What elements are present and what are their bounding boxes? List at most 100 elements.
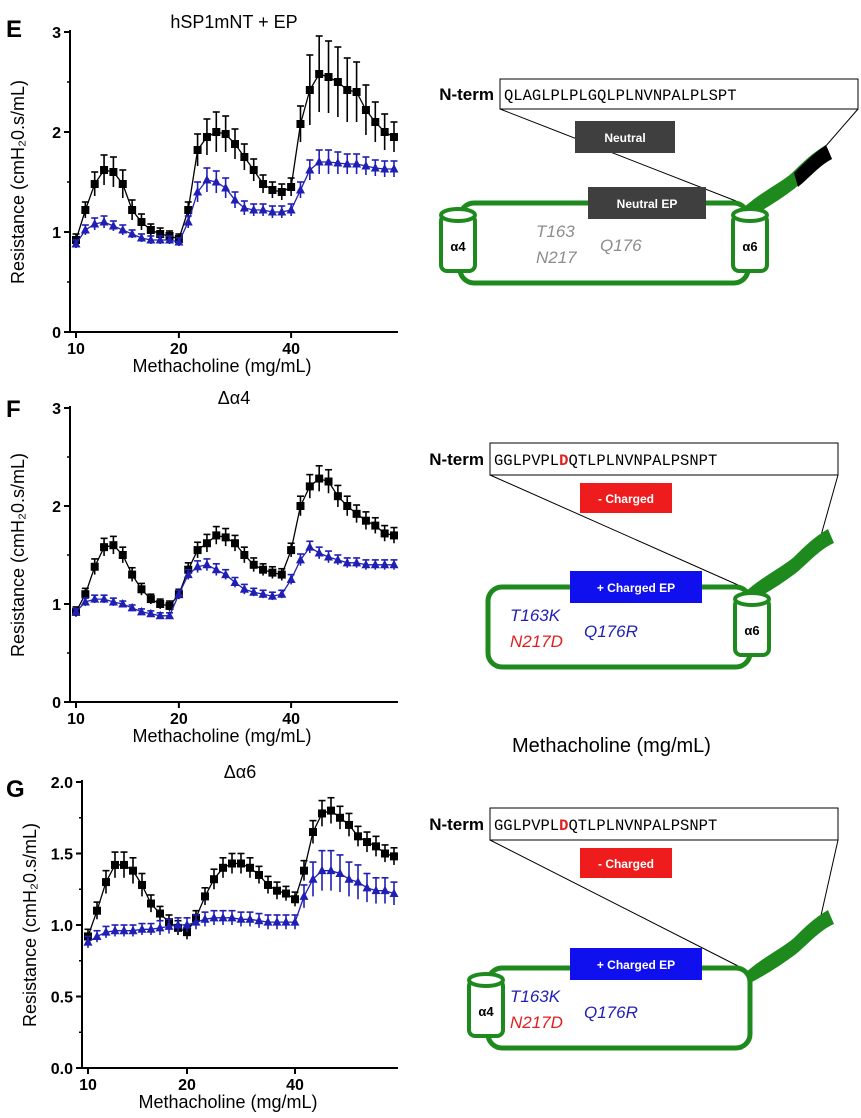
data-point (183, 928, 191, 937)
data-point (81, 590, 90, 599)
sequence-part: QLAGLPLPLGQLPLNVNPALPLSPT (504, 87, 737, 105)
data-point (372, 842, 380, 851)
label-box-text: + Charged EP (597, 581, 675, 595)
data-point (305, 542, 315, 551)
data-point (165, 601, 174, 610)
data-point (71, 239, 81, 248)
data-point (155, 922, 165, 932)
data-point (342, 557, 352, 567)
sequence-part: QTLPLNVNPALPSNPT (568, 452, 717, 470)
data-point (108, 597, 118, 606)
sequence-mutation: D (559, 452, 568, 470)
data-point (380, 128, 389, 136)
data-point (272, 917, 282, 926)
panel-letter: E (6, 16, 23, 43)
sequence-part: GGLPVPL (494, 452, 559, 470)
data-point (282, 889, 290, 898)
data-point (273, 886, 281, 895)
data-point (335, 868, 345, 878)
x-tick-label: 20 (178, 1077, 196, 1094)
data-point (370, 559, 380, 569)
data-point (193, 187, 203, 196)
y-tick-label: 0 (52, 695, 61, 712)
panel-f: F Δα4 0 1 2 3 10 20 40 Methacholine (mg/mL) Resis… (0, 380, 861, 760)
x-tick-label: 40 (286, 1077, 304, 1094)
data-point (174, 589, 184, 598)
funnel-line (819, 474, 839, 540)
data-point (71, 606, 81, 616)
data-point (287, 183, 296, 191)
data-point (371, 521, 380, 530)
data-point (259, 180, 268, 188)
data-point (371, 118, 380, 126)
data-point (120, 860, 128, 869)
data-point (380, 885, 390, 895)
data-point (390, 852, 398, 861)
data-point (230, 577, 240, 586)
data-point (146, 608, 156, 618)
data-point (314, 548, 324, 557)
data-point (83, 937, 93, 946)
data-point (90, 180, 99, 188)
data-point (268, 186, 277, 194)
data-point (201, 892, 209, 901)
data-point (128, 206, 137, 214)
data-point (118, 225, 128, 234)
data-point (277, 207, 287, 216)
data-point (101, 927, 111, 936)
sequence-text: QLAGLPLPLGQLPLNVNPALPLSPT (504, 87, 737, 105)
x-axis-label: Methacholine (mg/mL) (132, 356, 311, 376)
data-point (254, 915, 264, 925)
data-point (221, 569, 231, 579)
helix-label: α6 (744, 623, 759, 638)
data-point (263, 917, 273, 926)
series-line (187, 131, 292, 211)
data-point (156, 909, 164, 918)
data-point (371, 885, 381, 895)
data-point (245, 914, 255, 923)
data-point (182, 920, 192, 929)
y-tick-label: 2.0 (51, 775, 73, 792)
data-point (352, 509, 361, 518)
sequence-part: QTLPLNVNPALPSNPT (568, 817, 717, 835)
x-axis-label: Methacholine (mg/mL) (138, 1092, 317, 1112)
data-point (299, 891, 309, 900)
helix-cap (731, 207, 769, 223)
residue-q176: Q176R (584, 622, 638, 641)
data-point (156, 600, 165, 608)
panel-letter: F (6, 396, 21, 423)
data-point (146, 235, 156, 244)
data-point (295, 554, 305, 564)
data-point (352, 159, 362, 168)
data-point (343, 86, 352, 94)
data-point (212, 128, 221, 136)
data-point (221, 183, 231, 192)
data-point (137, 585, 146, 594)
panel-g: G Δα6 0.0 0.5 1.0 1.5 2.0 10 20 40 Methacholine (… (0, 760, 861, 1118)
data-point (239, 203, 249, 212)
series-square (72, 35, 398, 246)
data-point (146, 595, 155, 604)
y-tick-label: 2 (52, 125, 61, 142)
data-point (99, 217, 109, 226)
data-point (202, 559, 212, 569)
data-point (191, 917, 201, 926)
y-tick-label: 1.0 (51, 918, 73, 935)
data-point (118, 599, 128, 608)
y-tick-label: 1 (52, 225, 61, 242)
series-triangle (71, 540, 399, 620)
data-point (324, 551, 334, 561)
data-point (324, 73, 333, 81)
data-point (193, 546, 202, 555)
data-point (249, 205, 259, 214)
data-point (333, 158, 343, 167)
data-point (354, 832, 362, 841)
y-tick-label: 0.5 (51, 990, 73, 1007)
data-point (165, 235, 175, 244)
series-square (72, 465, 398, 617)
data-point (183, 569, 193, 579)
data-point (193, 561, 203, 571)
data-point (246, 863, 254, 872)
